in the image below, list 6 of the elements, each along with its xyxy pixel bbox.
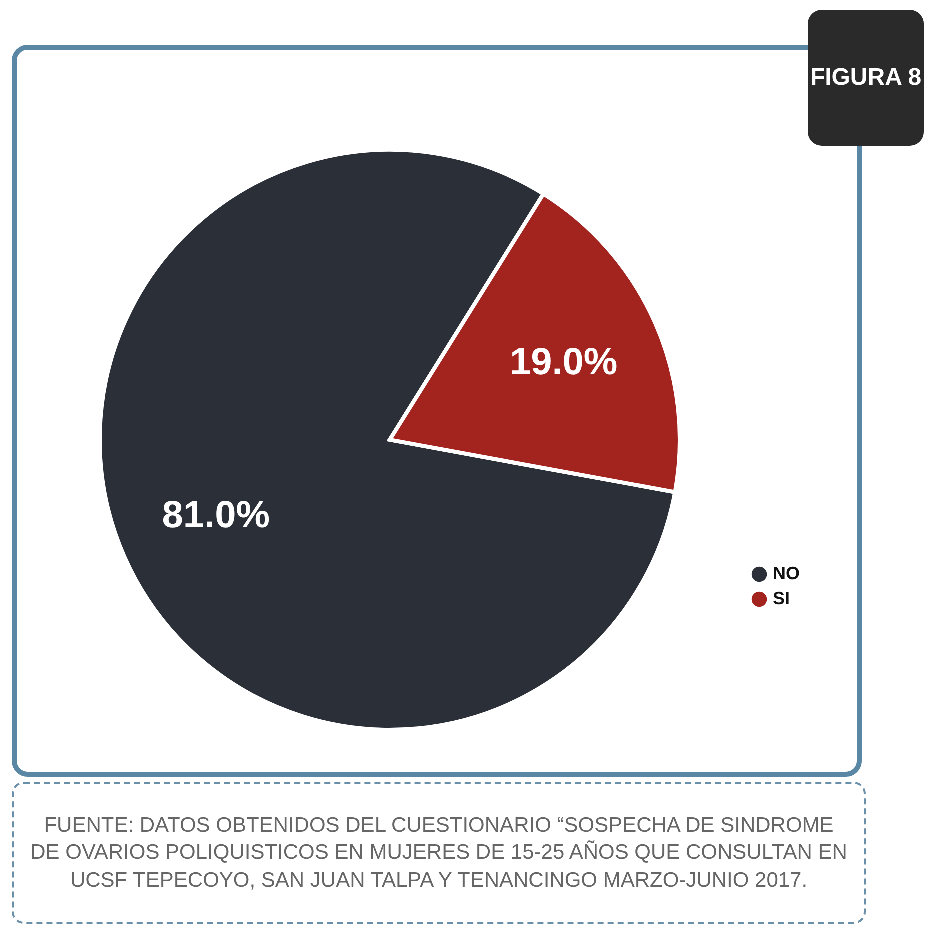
data-label: 81.0% [162, 494, 270, 537]
legend-label: SI [773, 588, 790, 608]
legend-label: NO [773, 564, 800, 584]
source-note: FUENTE: DATOS OBTENIDOS DEL CUESTIONARIO “SOSPECHA DE SINDROME DE OVARIOS POLIQUISTICOS EN MUJERES DE 15-25 AÑOS QUE CONSULTAN EN UCSF TEPECOYO, SAN JUAN TALPA Y TENANCINGO MARZO-JUNIO 2017. [12, 782, 866, 924]
data-label: 19.0% [510, 341, 618, 384]
text: FIGURA 8 [808, 10, 924, 146]
